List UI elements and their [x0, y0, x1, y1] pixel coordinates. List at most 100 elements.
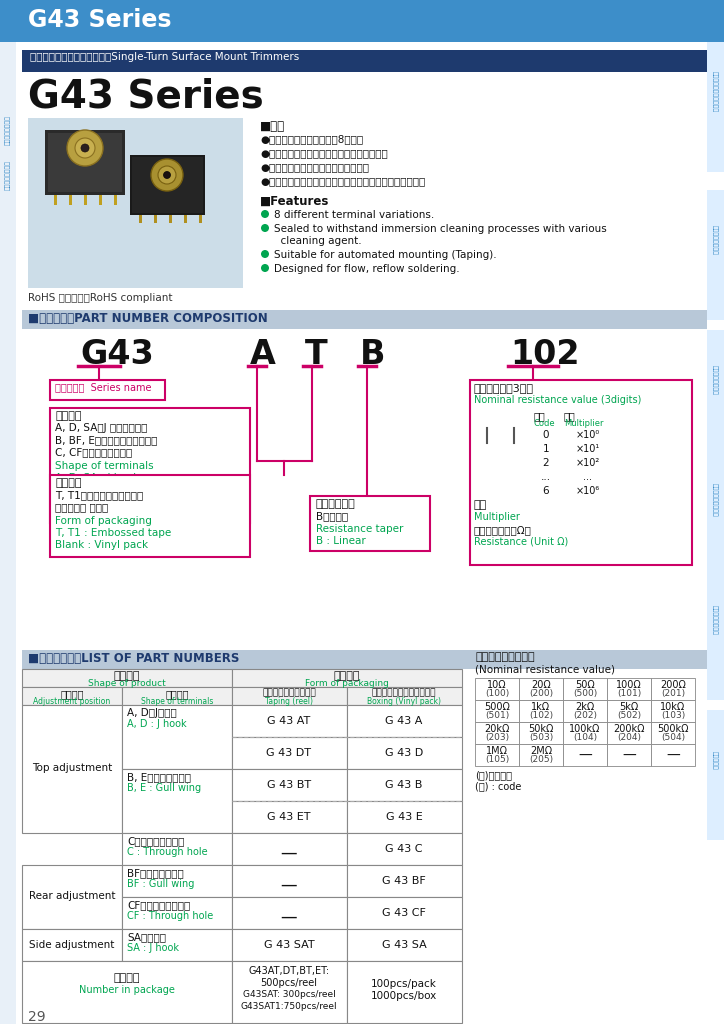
Text: ×10⁰: ×10⁰	[576, 430, 600, 440]
Text: (104): (104)	[573, 733, 597, 742]
Bar	[232, 705, 347, 737]
Text: B, BF, E : Gull wing: B, BF, E : Gull wing	[55, 485, 153, 495]
Text: G 43 BT: G 43 BT	[267, 780, 311, 790]
Text: 非接触高精度センサ: 非接触高精度センサ	[712, 483, 717, 517]
Text: Shape of product: Shape of product	[88, 679, 166, 688]
Text: 200Ω: 200Ω	[660, 680, 686, 690]
Text: いただくにあたり: いただくにあたり	[5, 160, 11, 190]
Text: SA：リード: SA：リード	[127, 932, 166, 942]
Bar	[707, 42, 724, 172]
Text: T, T1：エンボステープ仕様: T, T1：エンボステープ仕様	[55, 490, 143, 500]
Text: G43SAT: 300pcs/reel: G43SAT: 300pcs/reel	[243, 990, 335, 999]
Text: —: —	[281, 876, 298, 894]
Bar	[560, 484, 615, 498]
Bar	[122, 769, 232, 833]
Text: 200kΩ: 200kΩ	[613, 724, 645, 734]
Text: B：直線性: B：直線性	[316, 511, 348, 521]
Bar	[475, 700, 519, 722]
Text: A, D, SA：J リード端子形: A, D, SA：J リード端子形	[55, 423, 148, 433]
Text: C, CF：スルーホール用: C, CF：スルーホール用	[55, 447, 132, 457]
Text: A, D, SA : J hook: A, D, SA : J hook	[55, 473, 139, 483]
Text: Nominal resistance value (3digits): Nominal resistance value (3digits)	[474, 395, 641, 406]
Bar	[0, 0, 724, 42]
Text: B, E : Gull wing: B, E : Gull wing	[127, 783, 201, 793]
Text: (501): (501)	[485, 711, 509, 720]
Bar	[347, 961, 462, 1023]
Bar	[651, 678, 695, 700]
Text: G 43 SA: G 43 SA	[382, 940, 426, 950]
Bar	[519, 744, 563, 766]
Text: 回転青応用メータ: 回転青応用メータ	[712, 365, 717, 395]
Text: G43 Series: G43 Series	[28, 78, 264, 116]
Text: C : Through hole: C : Through hole	[127, 847, 208, 857]
Circle shape	[261, 250, 269, 258]
Bar	[519, 722, 563, 744]
Circle shape	[261, 224, 269, 232]
Bar	[199, 215, 202, 223]
Text: 100pcs/pack: 100pcs/pack	[371, 979, 437, 989]
Text: G 43 SAT: G 43 SAT	[264, 940, 314, 950]
Bar	[48, 133, 122, 193]
Text: 20kΩ: 20kΩ	[484, 724, 510, 734]
Text: 2MΩ: 2MΩ	[530, 746, 552, 756]
Text: Multiplier: Multiplier	[564, 419, 604, 428]
Bar	[347, 929, 462, 961]
Bar	[560, 442, 615, 456]
Text: Top adjustment: Top adjustment	[32, 763, 112, 773]
Text: Blank : Vinyl pack: Blank : Vinyl pack	[55, 540, 148, 550]
Text: G43 Series: G43 Series	[28, 8, 172, 32]
Bar	[519, 678, 563, 700]
Bar	[232, 669, 462, 687]
Text: Rear adjustment: Rear adjustment	[29, 891, 115, 901]
Text: 50kΩ: 50kΩ	[529, 724, 554, 734]
Text: 乗数: 乗数	[564, 411, 576, 421]
Bar	[28, 118, 243, 288]
Bar	[563, 744, 607, 766]
Bar	[69, 195, 72, 205]
Text: Boxing (Vinyl pack): Boxing (Vinyl pack)	[367, 697, 441, 706]
Bar	[563, 678, 607, 700]
Text: (　)内は記号: ( )内は記号	[475, 770, 512, 780]
Text: シリーズ名  Series name: シリーズ名 Series name	[55, 382, 151, 392]
Text: 20Ω: 20Ω	[531, 680, 551, 690]
Text: G 43 DT: G 43 DT	[266, 748, 311, 758]
Text: Side adjustment: Side adjustment	[29, 940, 114, 950]
Bar	[122, 929, 232, 961]
Text: G 43 E: G 43 E	[386, 812, 422, 822]
Text: G43: G43	[80, 338, 153, 371]
Text: ×10²: ×10²	[576, 458, 600, 468]
Bar	[122, 865, 232, 897]
Text: C, CF : Through hole: C, CF : Through hole	[55, 497, 161, 507]
Bar	[347, 801, 462, 833]
Text: (202): (202)	[573, 711, 597, 720]
Text: G 43 C: G 43 C	[385, 844, 423, 854]
Bar	[347, 687, 462, 705]
Bar	[475, 678, 519, 700]
Text: 非接触感応: 非接触感応	[712, 751, 717, 769]
Text: G 43 AT: G 43 AT	[267, 716, 311, 726]
Text: A: A	[250, 338, 276, 371]
Bar	[132, 157, 203, 213]
Bar	[607, 700, 651, 722]
Circle shape	[75, 138, 95, 158]
Text: 500kΩ: 500kΩ	[657, 724, 689, 734]
Text: 1: 1	[543, 444, 550, 454]
Bar	[114, 195, 117, 205]
Text: 6: 6	[543, 486, 550, 496]
Text: (103): (103)	[661, 711, 685, 720]
Bar	[519, 700, 563, 722]
Text: Adjustment position: Adjustment position	[33, 697, 111, 706]
Bar	[50, 475, 250, 557]
Text: CF：スルーホール用: CF：スルーホール用	[127, 900, 190, 910]
Text: 100Ω: 100Ω	[616, 680, 642, 690]
Circle shape	[67, 130, 103, 166]
Text: 0: 0	[543, 430, 550, 440]
Text: G 43 BF: G 43 BF	[382, 876, 426, 886]
Text: Designed for flow, reflow soldering.: Designed for flow, reflow soldering.	[274, 264, 460, 274]
Bar	[563, 700, 607, 722]
Text: BF : Gull wing: BF : Gull wing	[127, 879, 194, 889]
Bar	[560, 470, 615, 484]
Text: ●密封構造につき各種洗浄液による洗浄可能: ●密封構造につき各種洗浄液による洗浄可能	[260, 148, 388, 158]
Text: 1MΩ: 1MΩ	[486, 746, 508, 756]
Bar	[184, 215, 187, 223]
